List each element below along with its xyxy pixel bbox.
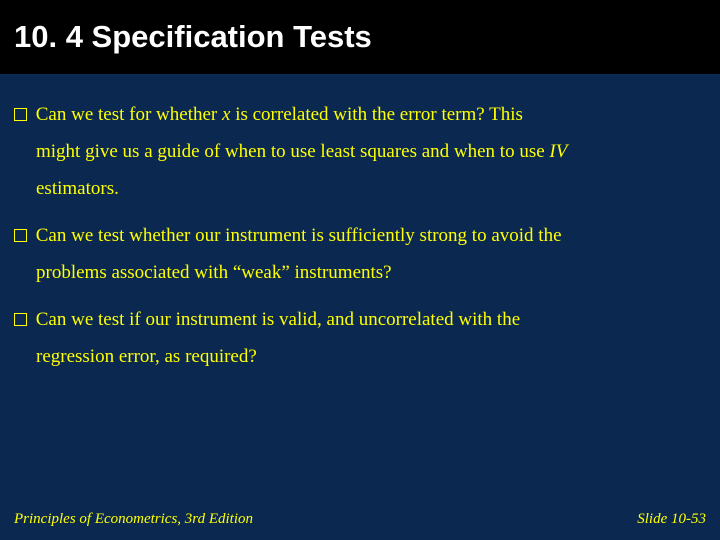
bullet-text: problems associated with “weak” instrume…: [36, 262, 392, 283]
slide-title: 10. 4 Specification Tests: [14, 19, 372, 55]
bullet-text: estimators.: [36, 178, 119, 199]
slide-body: Can we test for whether x is correlated …: [0, 74, 720, 375]
footer-right: Slide 10-53: [637, 511, 706, 528]
bullet-text: is correlated with the error term? This: [230, 104, 522, 125]
bullet-text: regression error, as required?: [36, 346, 257, 367]
bullet-text: Can we test whether our instrument is su…: [36, 225, 562, 246]
bullet-item: Can we test for whether x is correlated …: [14, 96, 706, 207]
bullet-item: Can we test if our instrument is valid, …: [14, 301, 706, 375]
footer-left: Principles of Econometrics, 3rd Edition: [14, 511, 253, 528]
bullet-text: might give us a guide of when to use lea…: [36, 141, 549, 162]
square-bullet-icon: [14, 229, 27, 242]
bullet-text: Can we test for whether: [36, 104, 222, 125]
bullet-item: Can we test whether our instrument is su…: [14, 217, 706, 291]
bullet-text: Can we test if our instrument is valid, …: [36, 309, 520, 330]
square-bullet-icon: [14, 108, 27, 121]
square-bullet-icon: [14, 313, 27, 326]
title-bar: 10. 4 Specification Tests: [0, 0, 720, 74]
bullet-text-italic: IV: [549, 141, 567, 162]
slide-footer: Principles of Econometrics, 3rd Edition …: [0, 511, 720, 528]
